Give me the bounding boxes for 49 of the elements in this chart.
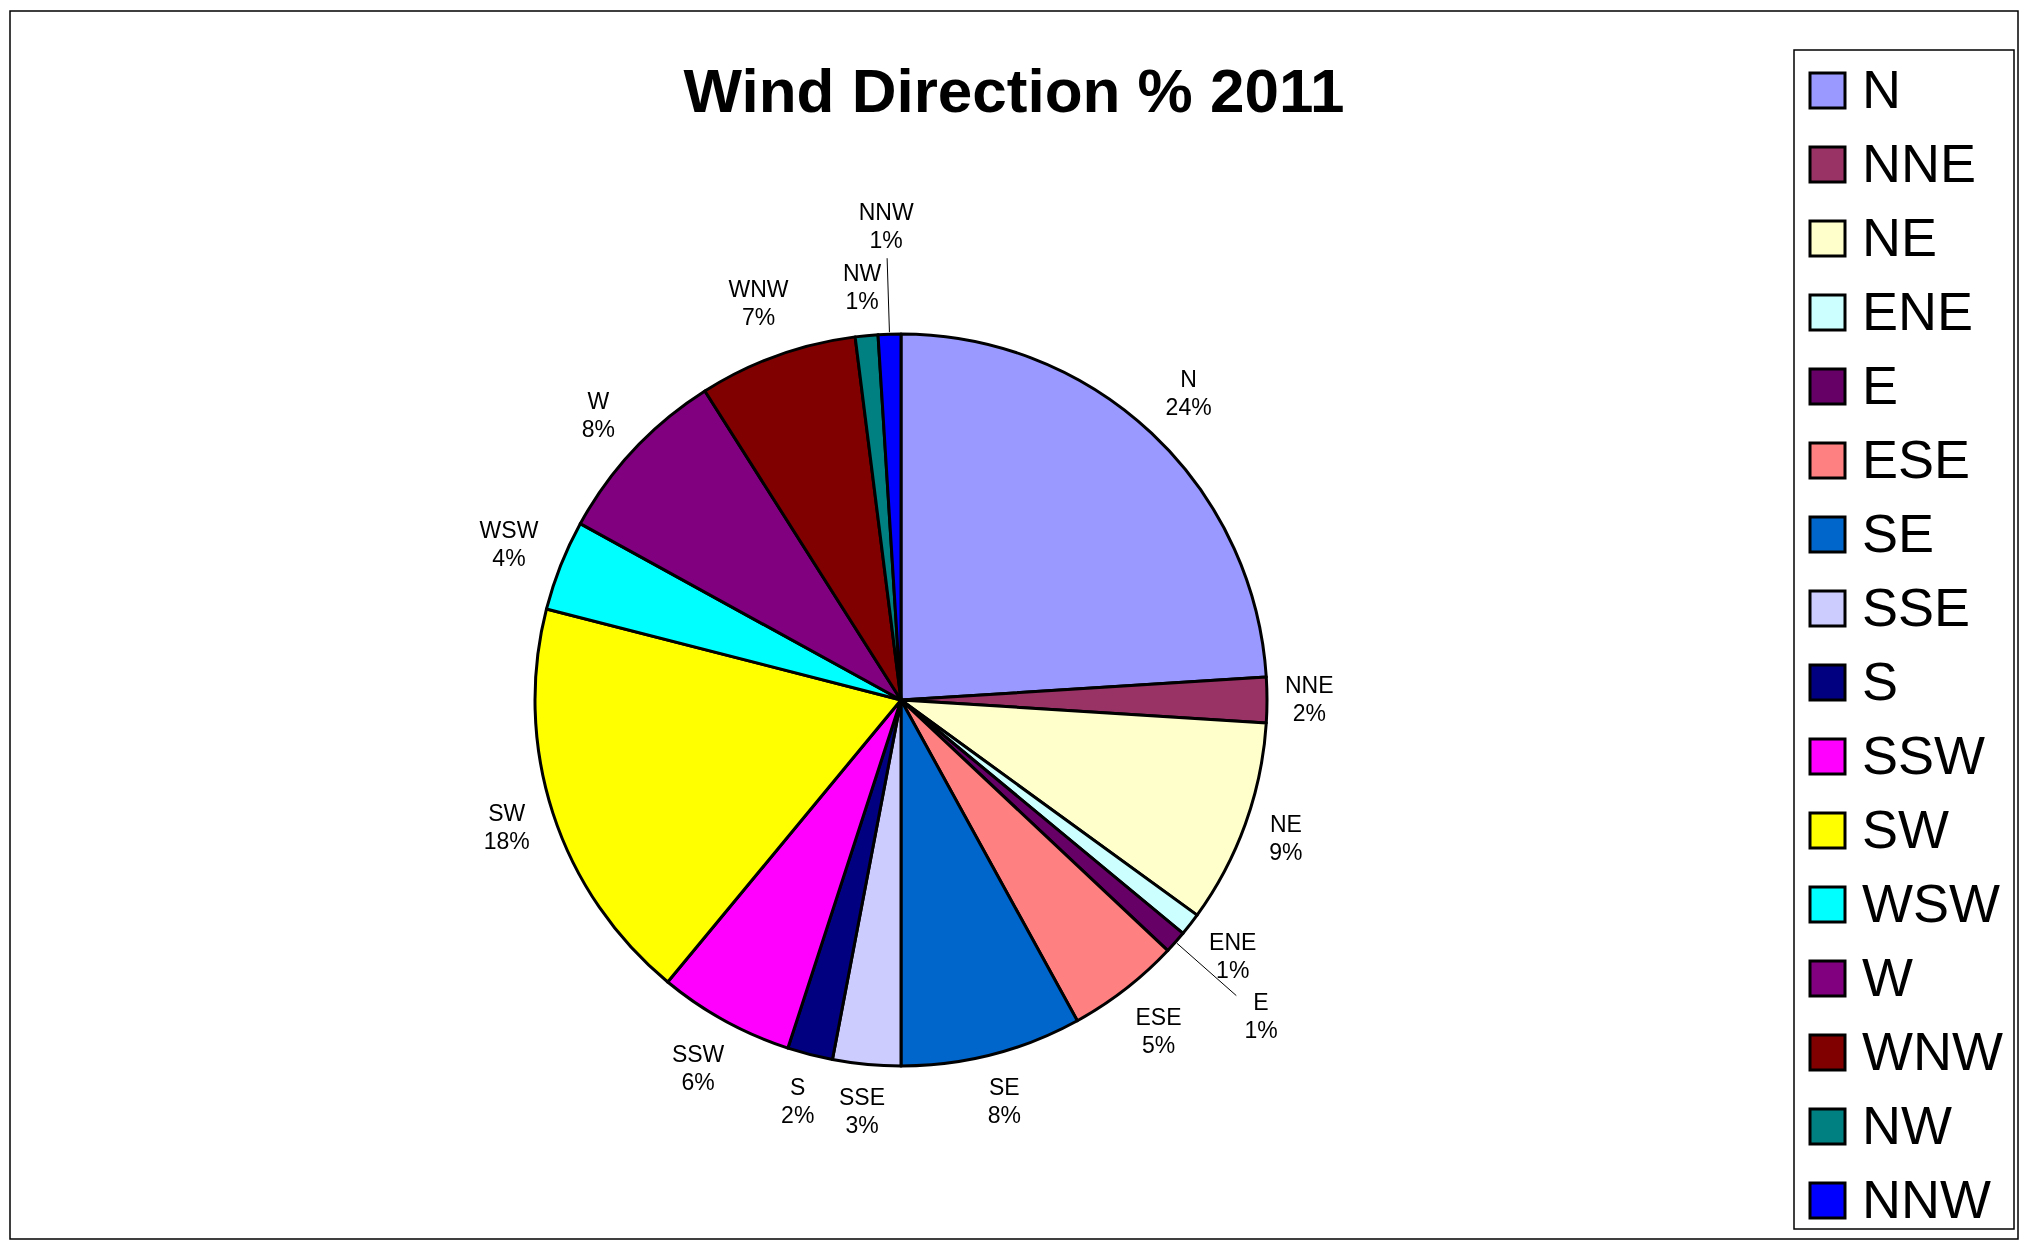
legend-label: NNW	[1862, 1169, 1991, 1229]
data-label: 1%	[1216, 957, 1250, 984]
slice-label: ENE	[1209, 929, 1257, 956]
data-label: 2%	[1292, 700, 1326, 726]
data-label: 5%	[1141, 1032, 1176, 1059]
data-label: 2%	[781, 1102, 815, 1129]
legend-label: SSE	[1862, 577, 1971, 637]
slice-label: WNW	[728, 276, 789, 303]
data-label: 8%	[987, 1102, 1021, 1129]
slice-label: SSW	[671, 1041, 725, 1068]
slice-label: E	[1253, 989, 1269, 1016]
data-label: 1%	[1244, 1017, 1278, 1044]
legend-label: WNW	[1862, 1021, 2003, 1081]
legend-label: W	[1862, 947, 1913, 1007]
slice-label: W	[587, 387, 610, 414]
slice-label: NNW	[858, 199, 914, 226]
legend-label: N	[1862, 59, 1901, 119]
slice-label: N	[1180, 365, 1197, 392]
data-label: 8%	[581, 415, 615, 442]
slice-label: SW	[488, 800, 526, 827]
legend-label: NE	[1862, 207, 1938, 267]
legend-label: NNE	[1862, 133, 1977, 193]
data-label: 1%	[845, 288, 879, 315]
data-label: 7%	[741, 304, 776, 331]
legend-label: SW	[1862, 799, 1950, 859]
data-label: 3%	[845, 1112, 879, 1139]
data-label: 18%	[483, 828, 530, 855]
slice-label: NE	[1269, 810, 1302, 837]
data-label: 24%	[1165, 393, 1212, 420]
slice-label: ESE	[1135, 1004, 1182, 1031]
legend-label: SE	[1862, 503, 1935, 563]
data-label: 4%	[492, 544, 526, 571]
slice-label: S	[790, 1074, 806, 1101]
data-label: 9%	[1269, 838, 1303, 865]
legend-label: S	[1862, 651, 1899, 711]
legend-label: WSW	[1862, 873, 2000, 933]
slice-label: NW	[842, 260, 882, 287]
slice-label: SSE	[839, 1084, 886, 1111]
chart-title: Wind Direction % 2011	[683, 56, 1345, 125]
slice-label: SE	[988, 1074, 1020, 1101]
data-label: 1%	[869, 227, 903, 254]
legend-label: ESE	[1862, 429, 1971, 489]
legend-label: ENE	[1862, 281, 1974, 341]
slice-label: NNE	[1285, 672, 1334, 698]
legend-label: E	[1862, 355, 1899, 415]
legend-label: SSW	[1862, 725, 1986, 785]
data-label: 6%	[681, 1069, 715, 1096]
slice-label: WSW	[479, 516, 539, 543]
legend-label: NW	[1862, 1095, 1952, 1155]
